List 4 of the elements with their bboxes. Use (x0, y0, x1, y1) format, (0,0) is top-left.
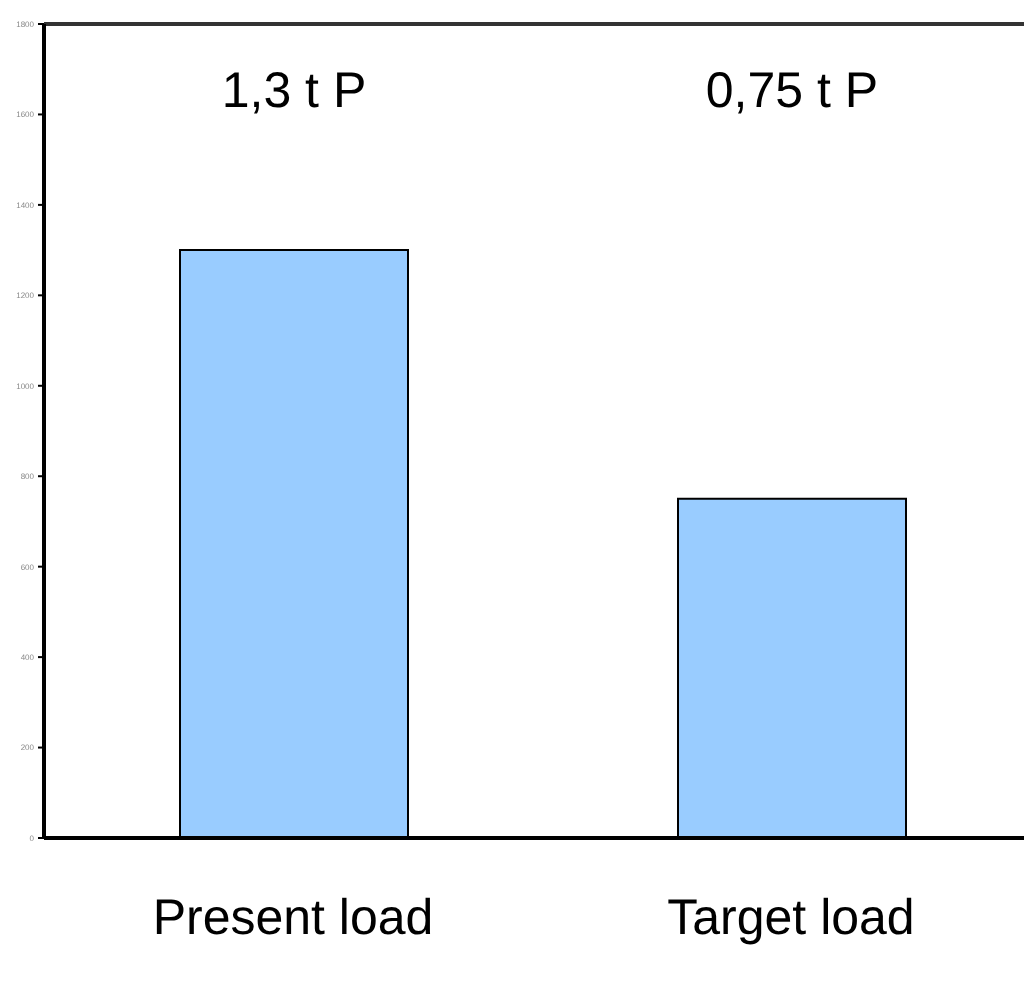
x-tick-label: Target load (667, 889, 915, 946)
x-tick-label: Present load (152, 889, 434, 946)
annotation: 1,3 t P (221, 63, 367, 120)
annotation: 0,75 t P (705, 63, 879, 120)
